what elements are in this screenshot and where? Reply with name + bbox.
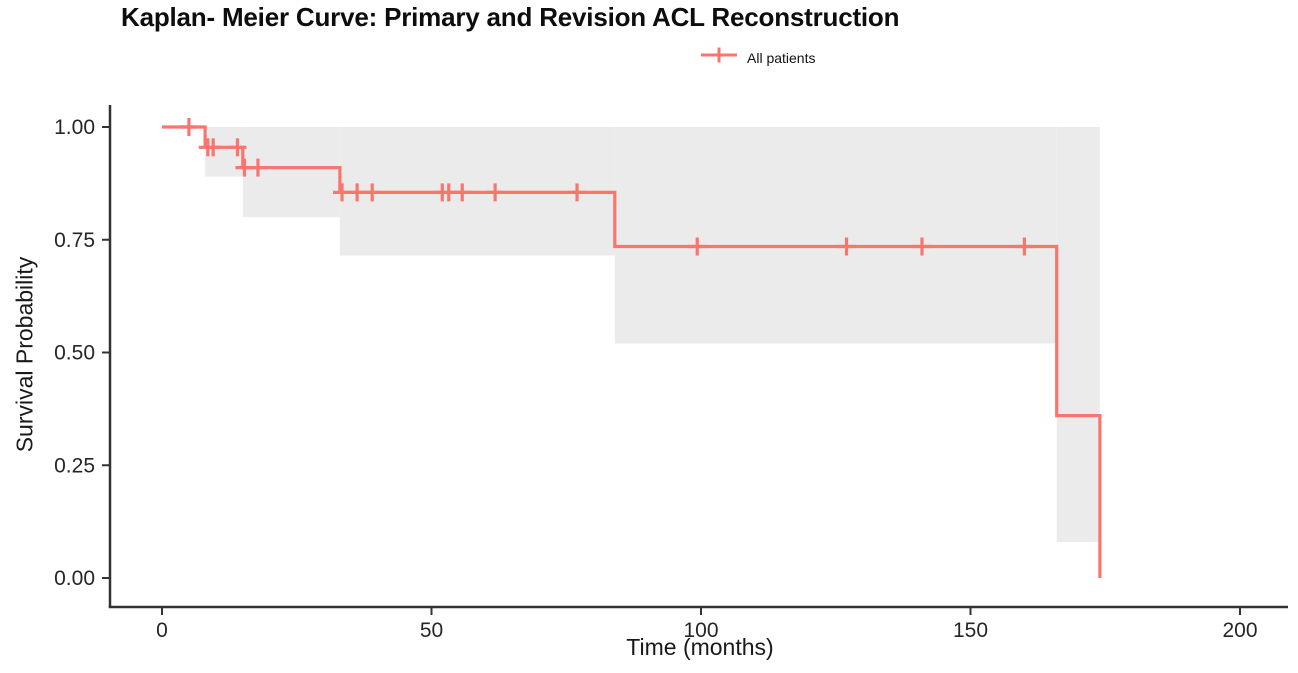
legend: All patients [701,46,815,69]
y-tick-label: 0.75 [54,229,95,252]
x-tick-label: 0 [156,619,168,642]
x-tick-label: 200 [1222,619,1257,642]
y-tick-label: 0.25 [54,454,95,477]
x-tick-label: 150 [953,619,988,642]
y-tick-label: 0.00 [54,567,95,590]
chart-title: Kaplan- Meier Curve: Primary and Revisio… [121,2,900,32]
confidence-interval-band [614,127,1057,344]
y-tick-label: 1.00 [54,116,95,139]
legend-label: All patients [747,49,816,66]
y-tick-label: 0.50 [54,342,95,365]
x-axis-title: Time (months) [626,634,774,660]
x-tick-label: 50 [420,619,443,642]
legend-plus-marker-icon [701,46,737,69]
confidence-interval-band [1056,127,1100,542]
y-axis-title: Survival Probability [11,256,38,453]
x-tick-label: 100 [683,619,718,642]
